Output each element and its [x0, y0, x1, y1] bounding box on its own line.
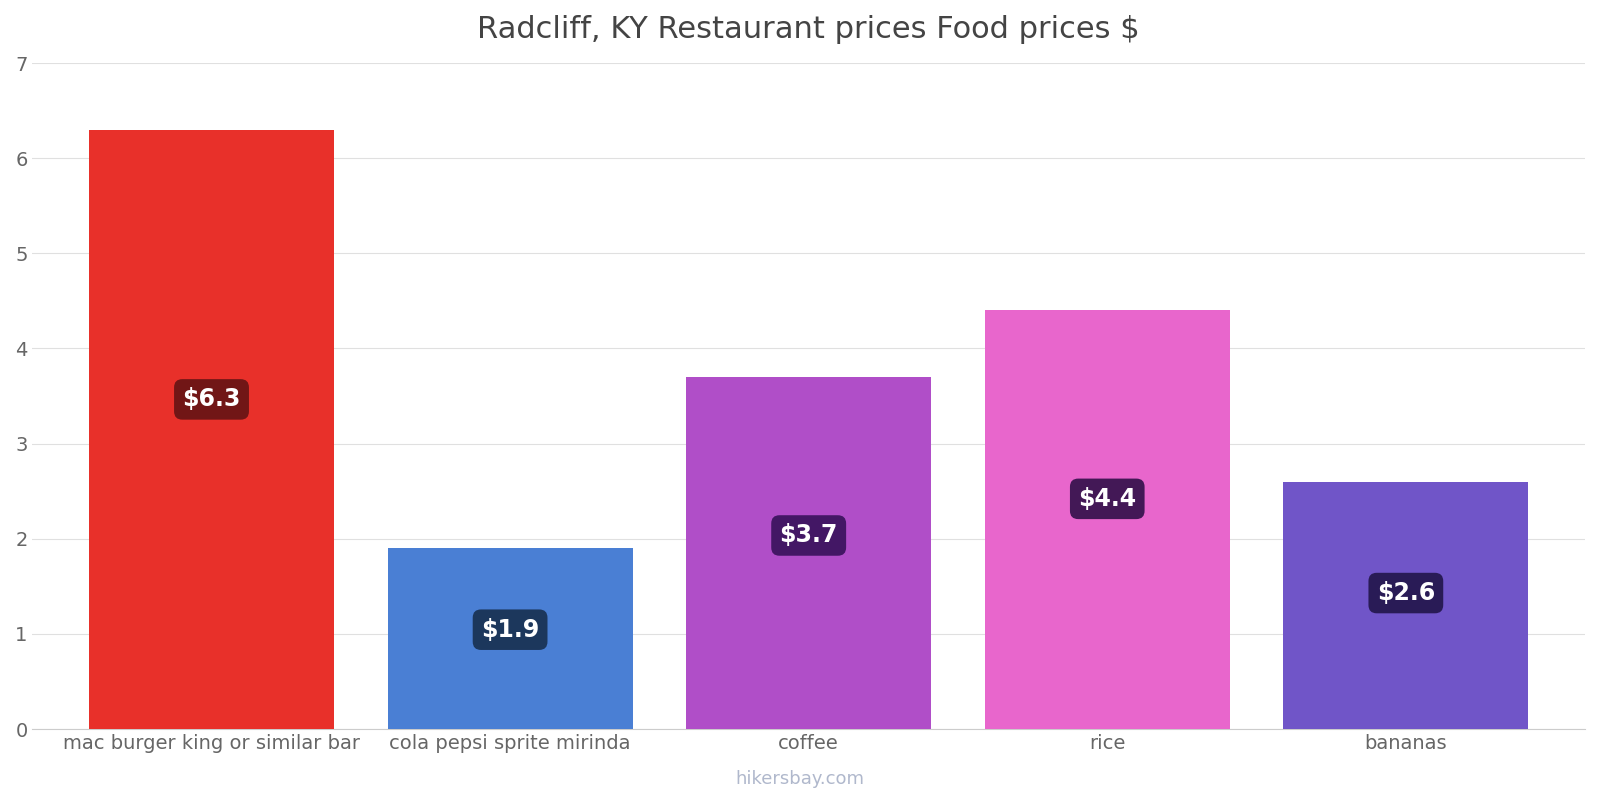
Bar [986, 310, 1230, 729]
Text: hikersbay.com: hikersbay.com [736, 770, 864, 788]
Bar [387, 548, 632, 729]
Text: $6.3: $6.3 [182, 387, 240, 411]
Text: $1.9: $1.9 [482, 618, 539, 642]
Bar [686, 377, 931, 729]
Text: $3.7: $3.7 [779, 523, 838, 547]
Bar [1283, 482, 1528, 729]
Text: $2.6: $2.6 [1376, 581, 1435, 605]
Title: Radcliff, KY Restaurant prices Food prices $: Radcliff, KY Restaurant prices Food pric… [477, 15, 1139, 44]
Text: $4.4: $4.4 [1078, 487, 1136, 511]
Bar [90, 130, 334, 729]
